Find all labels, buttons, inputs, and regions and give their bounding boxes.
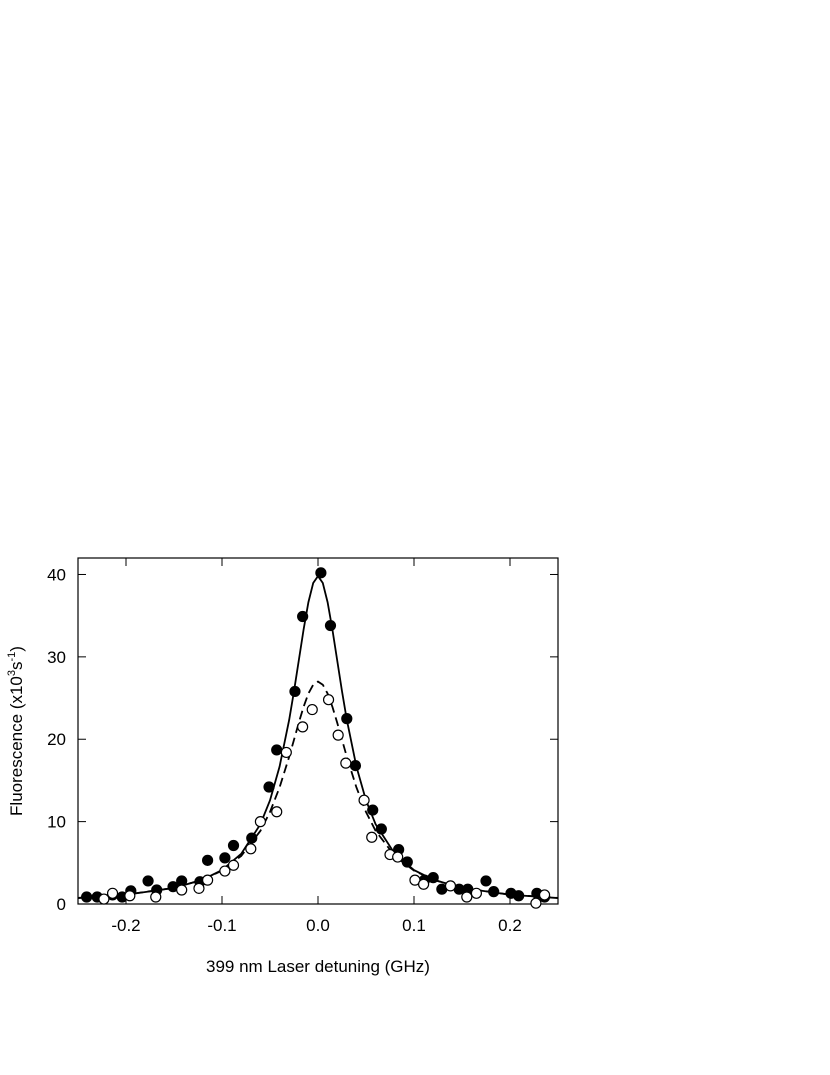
data-point xyxy=(202,854,214,866)
y-tick-label: 10 xyxy=(47,813,66,832)
data-point xyxy=(98,893,110,905)
x-tick-label: 0.1 xyxy=(402,916,426,935)
y-tick-label: 40 xyxy=(47,565,66,584)
data-point xyxy=(297,610,309,623)
y-label-sup: 3 xyxy=(6,670,18,676)
data-point xyxy=(322,694,335,706)
data-point xyxy=(254,816,266,828)
data-point xyxy=(358,794,370,806)
data-point xyxy=(340,757,352,769)
data-point xyxy=(271,744,283,756)
data-point xyxy=(538,889,551,901)
data-point xyxy=(263,781,275,793)
data-point xyxy=(280,746,292,759)
data-point xyxy=(349,759,362,772)
y-label-sup: -1 xyxy=(6,652,18,662)
fit-curve xyxy=(77,680,559,899)
data-point xyxy=(271,806,283,818)
data-point xyxy=(392,851,404,863)
x-tick-label: 0.0 xyxy=(306,916,330,935)
plot-frame xyxy=(77,557,559,905)
data-point xyxy=(366,831,378,843)
fit-curve xyxy=(77,574,559,899)
data-point xyxy=(470,887,482,899)
data-point xyxy=(176,884,188,896)
x-tick-label: -0.1 xyxy=(207,916,236,935)
data-point xyxy=(418,878,430,890)
data-point xyxy=(306,703,318,716)
y-label-part: Fluorescence (x10 xyxy=(7,676,26,816)
data-point xyxy=(513,890,525,902)
data-point xyxy=(227,839,240,852)
data-point xyxy=(315,567,327,579)
data-point xyxy=(488,886,500,898)
data-point xyxy=(289,685,301,698)
data-point xyxy=(427,872,439,884)
y-tick-label: 0 xyxy=(57,895,66,914)
data-point xyxy=(202,874,214,886)
y-tick-label: 20 xyxy=(47,730,66,749)
data-point xyxy=(246,832,258,844)
data-point xyxy=(106,887,119,899)
data-point xyxy=(227,859,240,871)
data-point xyxy=(124,890,136,902)
x-axis-label: 399 nm Laser detuning (GHz) xyxy=(206,957,430,976)
data-point xyxy=(375,823,387,835)
y-axis-label: Fluorescence (x103s-1) xyxy=(6,646,26,816)
y-label-part: ) xyxy=(7,646,26,652)
data-point xyxy=(324,619,337,632)
data-point xyxy=(341,713,353,725)
data-point xyxy=(219,865,231,877)
data-point xyxy=(142,875,154,887)
data-point xyxy=(297,721,309,733)
x-tick-label: -0.2 xyxy=(111,916,140,935)
data-point xyxy=(461,891,473,903)
data-point xyxy=(193,882,205,894)
data-point xyxy=(150,891,162,903)
data-point xyxy=(444,880,457,892)
data-point xyxy=(367,804,379,816)
x-tick-label: 0.2 xyxy=(498,916,522,935)
data-point xyxy=(480,875,492,887)
data-point xyxy=(332,729,344,741)
data-point xyxy=(401,856,413,868)
data-point xyxy=(81,891,93,903)
y-label-part: s xyxy=(7,661,26,670)
data-point xyxy=(219,852,231,864)
y-tick-label: 30 xyxy=(47,648,66,667)
data-point xyxy=(530,897,542,909)
data-point xyxy=(245,843,257,855)
